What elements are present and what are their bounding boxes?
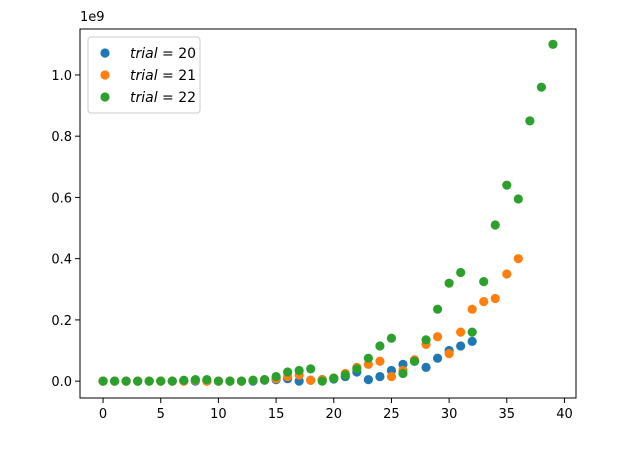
- data-point: [340, 370, 350, 380]
- data-point: [294, 365, 304, 376]
- data-point: [202, 375, 212, 385]
- data-point: [421, 335, 431, 345]
- data-point: [213, 376, 224, 386]
- data-point: [386, 333, 397, 343]
- data-point: [432, 353, 443, 363]
- data-point: [306, 364, 316, 374]
- data-point: [502, 180, 512, 190]
- legend-marker: [100, 92, 110, 102]
- axes-frame: [79, 28, 577, 399]
- data-point: [432, 332, 443, 342]
- x-tick-label: 40: [556, 407, 573, 422]
- x-tick-label: 20: [325, 407, 342, 422]
- legend-label-value: = 22: [158, 90, 196, 106]
- x-tick-label: 15: [268, 407, 285, 422]
- legend-label: trial = 22: [130, 90, 196, 106]
- data-point: [513, 194, 523, 204]
- y-axis-offset-label: 1e9: [80, 10, 105, 25]
- data-point: [98, 376, 108, 386]
- data-point: [121, 376, 131, 386]
- data-point: [283, 367, 293, 377]
- data-point: [133, 376, 143, 386]
- data-point: [409, 356, 420, 366]
- data-point: [352, 364, 362, 374]
- y-tick-label: 1.0: [51, 69, 72, 84]
- x-axis-ticks: 0 5 10 15 20 25 30 35 40: [99, 398, 573, 422]
- data-point: [456, 341, 466, 351]
- data-point: [317, 376, 327, 386]
- data-point: [479, 296, 489, 307]
- legend-label-value: = 21: [158, 68, 196, 84]
- legend-label-var: trial: [130, 90, 158, 106]
- legend-label: trial = 21: [130, 68, 196, 84]
- y-tick-label: 0.6: [51, 191, 72, 206]
- data-point: [467, 336, 477, 346]
- x-tick-label: 35: [499, 407, 516, 422]
- legend-label: trial = 20: [130, 46, 196, 62]
- legend-marker: [100, 48, 110, 58]
- y-tick-label: 0.2: [51, 314, 72, 329]
- data-point: [456, 267, 466, 278]
- data-point: [467, 304, 477, 314]
- data-point: [444, 278, 454, 288]
- data-point: [110, 376, 120, 386]
- y-tick-label: 0.4: [51, 253, 72, 268]
- data-point: [329, 373, 339, 383]
- data-point: [248, 375, 258, 385]
- legend-box: [87, 36, 201, 114]
- data-point: [167, 376, 177, 386]
- data-point: [363, 375, 373, 385]
- data-point: [398, 368, 408, 379]
- data-point: [548, 39, 558, 49]
- plot-marks: [98, 39, 558, 386]
- series-2: [98, 39, 558, 386]
- y-tick-label: 0.0: [51, 375, 72, 390]
- y-axis-ticks: 0.0 0.2 0.4 0.6 0.8 1.0: [51, 69, 80, 390]
- data-point: [306, 375, 316, 385]
- x-tick-label: 5: [157, 407, 165, 422]
- x-tick-label: 10: [210, 407, 227, 422]
- data-point: [536, 82, 546, 92]
- data-point: [490, 293, 500, 304]
- data-point: [271, 371, 281, 382]
- legend-label-var: trial: [130, 46, 158, 62]
- data-point: [190, 375, 200, 385]
- data-point: [444, 348, 454, 359]
- data-point: [479, 277, 489, 287]
- data-point: [225, 376, 235, 386]
- data-point: [179, 375, 189, 385]
- data-point: [236, 376, 247, 386]
- data-point: [421, 362, 431, 372]
- x-tick-label: 25: [383, 407, 400, 422]
- x-tick-label: 0: [99, 407, 107, 422]
- data-point: [490, 220, 500, 230]
- legend-label-var: trial: [130, 68, 158, 84]
- data-point: [502, 269, 512, 279]
- data-point: [375, 356, 385, 366]
- data-point: [156, 376, 166, 386]
- data-point: [432, 304, 443, 314]
- data-point: [467, 327, 477, 337]
- data-point: [456, 327, 466, 337]
- x-tick-label: 30: [441, 407, 458, 422]
- data-point: [386, 371, 397, 382]
- data-point: [525, 116, 535, 126]
- y-tick-label: 0.8: [51, 130, 72, 145]
- data-point: [363, 353, 373, 363]
- legend-label-value: = 20: [158, 46, 196, 62]
- data-point: [259, 375, 270, 385]
- legend-marker: [100, 70, 110, 80]
- data-point: [375, 371, 385, 382]
- data-point: [144, 376, 154, 386]
- data-point: [513, 254, 523, 264]
- data-point: [375, 341, 385, 351]
